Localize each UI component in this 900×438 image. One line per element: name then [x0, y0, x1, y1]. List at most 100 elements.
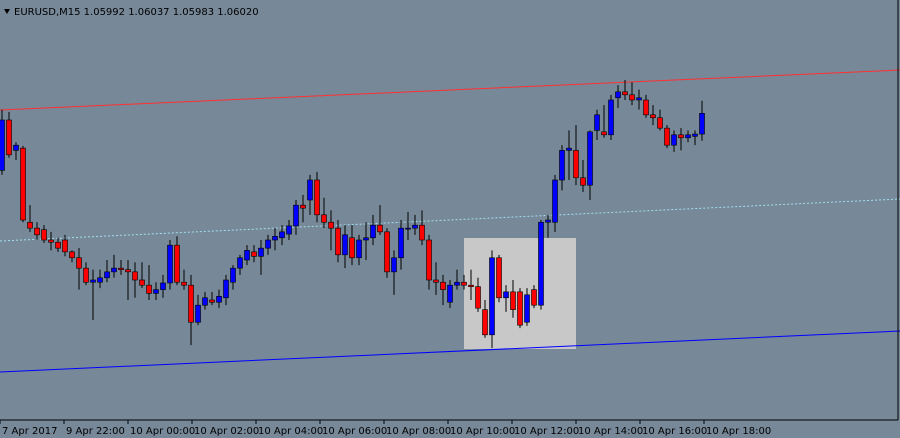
candle-body — [524, 294, 530, 323]
candle-body — [118, 267, 124, 270]
candle-body — [433, 279, 439, 283]
candle-body — [377, 224, 383, 233]
candle-body — [398, 227, 404, 259]
candle-body — [188, 284, 194, 323]
candle-body — [559, 150, 565, 181]
candle-body — [643, 99, 649, 116]
candle-body — [314, 179, 320, 216]
candle-body — [13, 144, 19, 151]
candle-body — [671, 134, 677, 146]
candle-body — [153, 289, 159, 294]
candle-body — [636, 97, 642, 101]
candle-body — [90, 279, 96, 283]
candle-body — [538, 221, 544, 306]
candle-body — [104, 271, 110, 279]
candle-body — [601, 131, 607, 136]
candle-body — [475, 286, 481, 309]
candle-body — [447, 284, 453, 303]
candle-body — [503, 291, 509, 299]
candle-body — [181, 281, 187, 286]
candle-body — [251, 251, 257, 257]
x-tick-label: 7 Apr 2017 — [2, 426, 57, 437]
candle-body — [664, 127, 670, 146]
menu-arrow[interactable] — [4, 9, 10, 14]
chart-title: EURUSD,M15 1.05992 1.06037 1.05983 1.060… — [14, 7, 259, 18]
candle-body — [55, 241, 61, 249]
candle-body — [552, 179, 558, 223]
candle-body — [307, 179, 313, 201]
candle-body — [405, 227, 411, 230]
candle-body — [62, 239, 68, 253]
candle-body — [209, 299, 215, 303]
candle-body — [342, 234, 348, 256]
candle-body — [167, 244, 173, 284]
candle-body — [426, 239, 432, 281]
candle-body — [482, 309, 488, 336]
x-tick-label: 10 Apr 14:00 — [578, 426, 643, 437]
x-tick-label: 10 Apr 10:00 — [450, 426, 515, 437]
candle-body — [657, 117, 663, 129]
candles — [0, 80, 705, 349]
x-tick-label: 10 Apr 18:00 — [706, 426, 771, 437]
support-line — [0, 330, 900, 373]
candle-body — [545, 219, 551, 223]
candle-body — [370, 224, 376, 239]
candle-body — [97, 277, 103, 283]
candle-body — [286, 225, 292, 235]
candle-body — [454, 281, 460, 286]
candle-body — [335, 227, 341, 256]
candle-body — [20, 147, 26, 221]
x-tick-label: 9 Apr 22:00 — [66, 426, 125, 437]
candle-body — [517, 291, 523, 326]
candle-body — [321, 214, 327, 223]
candle-body — [461, 281, 467, 286]
candle-body — [349, 237, 355, 259]
candle-body — [237, 257, 243, 269]
candle-body — [678, 134, 684, 139]
resistance-line — [0, 69, 900, 111]
candle-body — [27, 221, 33, 229]
candle-body — [34, 227, 40, 236]
candle-body — [41, 229, 47, 241]
candle-body — [384, 231, 390, 273]
candle-body — [510, 291, 516, 310]
candle-body — [125, 269, 131, 273]
candle-body — [111, 267, 117, 273]
candle-body — [293, 204, 299, 227]
candle-body — [468, 284, 474, 287]
candle-body — [489, 257, 495, 336]
candle-body — [496, 257, 502, 299]
candle-body — [531, 289, 537, 306]
candle-body — [76, 257, 82, 269]
candle-body — [174, 244, 180, 283]
candle-body — [391, 257, 397, 273]
x-tick-label: 10 Apr 16:00 — [642, 426, 707, 437]
candle-body — [69, 251, 75, 259]
candle-body — [699, 113, 705, 135]
candle-body — [265, 239, 271, 249]
candle-body — [160, 282, 166, 290]
candle-body — [685, 134, 691, 139]
candle-body — [258, 247, 264, 257]
candle-body — [132, 271, 138, 281]
candle-body — [279, 231, 285, 239]
candle-body — [629, 94, 635, 101]
candle-body — [0, 119, 5, 171]
candle-body — [230, 267, 236, 283]
x-tick-label: 10 Apr 04:00 — [258, 426, 323, 437]
candle-body — [622, 91, 628, 96]
candle-body — [223, 279, 229, 299]
candle-body — [48, 239, 54, 243]
candle-body — [146, 284, 152, 294]
x-tick-label: 10 Apr 08:00 — [386, 426, 451, 437]
candle-body — [594, 114, 600, 131]
candle-body — [573, 150, 579, 179]
candle-body — [300, 204, 306, 209]
candle-body — [566, 147, 572, 151]
candle-body — [419, 224, 425, 241]
candle-body — [650, 114, 656, 119]
